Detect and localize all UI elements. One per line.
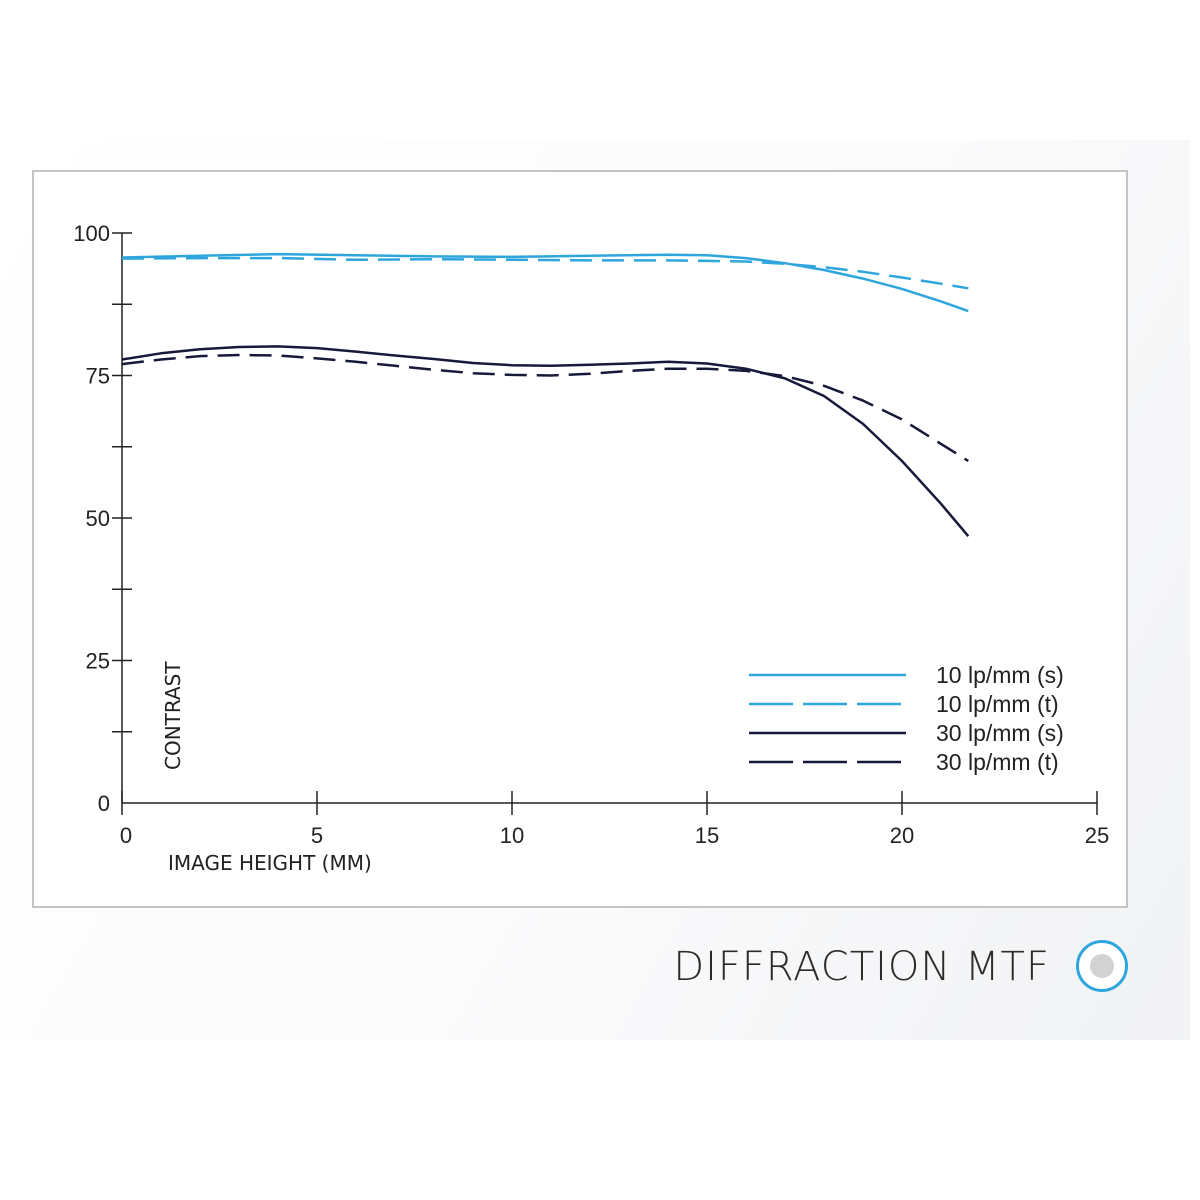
series-line-4 xyxy=(121,353,969,463)
y-tick-label: 25 xyxy=(86,649,110,674)
y-tick-label: 0 xyxy=(98,791,110,816)
chart-legend: 10 lp/mm (s) 10 lp/mm (t) 30 lp/mm (s) 30 l… xyxy=(749,662,1064,775)
y-axis-label: CONTRAST xyxy=(161,661,185,770)
legend-label-1: 10 lp/mm (s) xyxy=(936,662,1064,688)
legend-label-4: 30 lp/mm (t) xyxy=(936,749,1059,775)
chart-title: DIFFRACTION MTF xyxy=(673,944,1050,990)
y-tick-label: 75 xyxy=(86,364,110,389)
y-tick-label: 50 xyxy=(86,506,110,531)
x-axis-label: IMAGE HEIGHT (MM) xyxy=(168,851,372,875)
x-tick-label: 15 xyxy=(695,823,719,848)
series-line-1 xyxy=(121,252,969,313)
chart-series xyxy=(121,252,970,538)
series-line-3 xyxy=(121,345,970,538)
chart-frame: 0 5 10 15 20 25 0 25 50 75 100 10 lp/mm (s) 10 lp/m… xyxy=(32,170,1128,908)
legend-label-2: 10 lp/mm (t) xyxy=(936,691,1059,717)
x-tick-label: 20 xyxy=(890,823,914,848)
legend-label-3: 30 lp/mm (s) xyxy=(936,720,1064,746)
y-tick-label: 100 xyxy=(73,221,110,246)
x-tick-label: 5 xyxy=(311,823,323,848)
x-tick-label: 0 xyxy=(120,823,132,848)
series-line-2 xyxy=(121,256,969,290)
toggle-indicator-icon xyxy=(1090,954,1114,978)
chart-axes: 0 5 10 15 20 25 0 25 50 75 100 xyxy=(73,221,1109,848)
x-tick-label: 25 xyxy=(1085,823,1109,848)
mode-toggle-button[interactable] xyxy=(1076,940,1128,992)
x-tick-label: 10 xyxy=(500,823,524,848)
